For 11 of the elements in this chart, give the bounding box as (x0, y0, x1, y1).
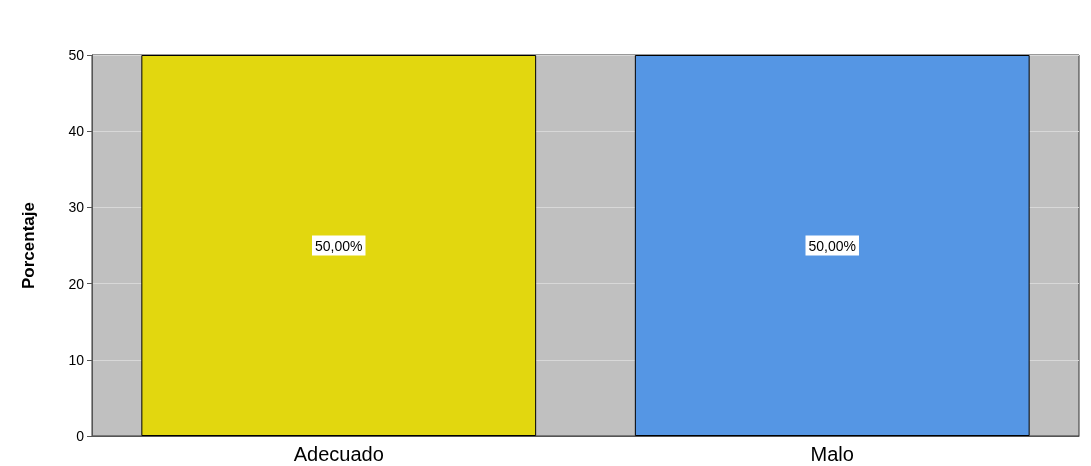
y-tick-label: 0 (76, 428, 85, 444)
data-label: 50,00% (808, 237, 856, 254)
y-axis-title: Porcentaje (19, 202, 38, 289)
x-tick-label: Malo (810, 443, 854, 465)
y-tick-label: 30 (68, 199, 85, 216)
y-tick-label: 10 (68, 351, 85, 368)
data-label: 50,00% (315, 237, 363, 254)
y-tick-label: 50 (68, 47, 85, 63)
y-tick-label: 20 (68, 275, 85, 292)
y-tick-label: 40 (68, 123, 85, 140)
x-tick-label: Adecuado (293, 443, 384, 465)
